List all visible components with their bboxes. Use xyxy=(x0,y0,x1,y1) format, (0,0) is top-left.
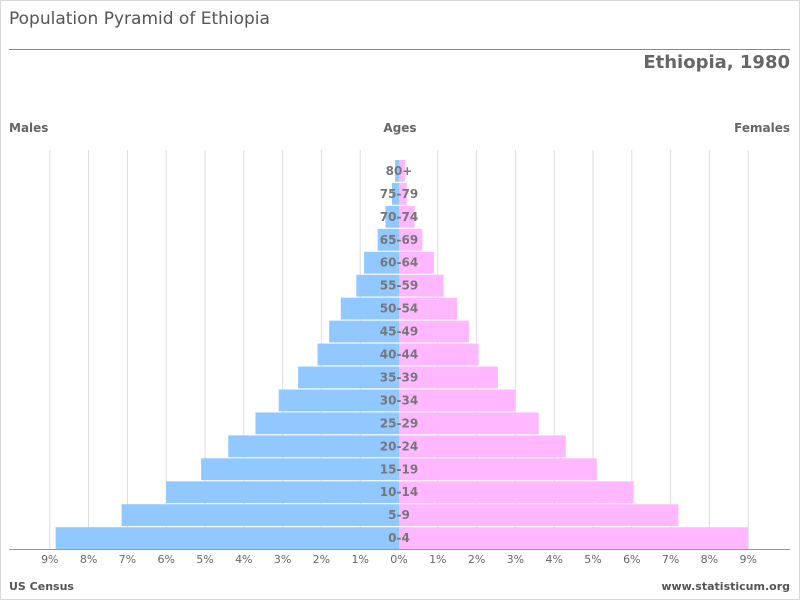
female-bar xyxy=(399,228,423,251)
x-tick-label: 3% xyxy=(507,553,524,566)
chart-subtitle: Ethiopia, 1980 xyxy=(643,52,790,73)
female-bar xyxy=(399,205,415,228)
male-bar xyxy=(317,343,399,366)
x-tick-label: 9% xyxy=(739,553,756,566)
female-bar xyxy=(399,274,444,297)
x-tick-label: 1% xyxy=(351,553,368,566)
x-tick-label: 4% xyxy=(545,553,562,566)
age-group-label: 50-54 xyxy=(380,302,418,316)
male-bar xyxy=(340,297,399,320)
age-group-label: 15-19 xyxy=(380,462,418,476)
site-credit: www.statisticum.org xyxy=(661,580,790,593)
source-credit: US Census xyxy=(9,580,74,593)
x-tick-label: 5% xyxy=(196,553,213,566)
male-bar xyxy=(377,228,399,251)
male-bar xyxy=(228,435,399,458)
male-bar xyxy=(121,504,399,527)
females-label: Females xyxy=(734,121,790,135)
male-bar xyxy=(55,527,400,549)
female-bar xyxy=(399,366,498,389)
female-bar xyxy=(399,182,407,205)
age-group-label: 75-79 xyxy=(380,187,418,201)
age-group-label: 5-9 xyxy=(388,508,410,522)
title-divider xyxy=(9,49,790,50)
age-group-label: 40-44 xyxy=(380,348,418,362)
age-group-label: 55-59 xyxy=(380,279,418,293)
female-bar xyxy=(399,458,597,481)
female-bar xyxy=(399,504,679,527)
x-tick-label: 4% xyxy=(235,553,252,566)
x-tick-label: 5% xyxy=(584,553,601,566)
x-tick-label: 9% xyxy=(41,553,58,566)
male-bar xyxy=(385,205,399,228)
male-bar xyxy=(166,481,399,504)
x-tick-label: 7% xyxy=(662,553,679,566)
age-group-label: 10-14 xyxy=(380,485,418,499)
female-bar xyxy=(399,320,469,343)
age-group-label: 70-74 xyxy=(380,210,418,224)
male-bar xyxy=(329,320,399,343)
x-tick-label: 8% xyxy=(80,553,97,566)
female-bar xyxy=(399,527,749,549)
x-tick-label: 7% xyxy=(119,553,136,566)
x-tick-label: 6% xyxy=(623,553,640,566)
male-bar xyxy=(298,366,399,389)
age-group-label: 60-64 xyxy=(380,256,418,270)
female-bar xyxy=(399,160,405,182)
age-group-label: 80+ xyxy=(386,164,413,178)
male-bar xyxy=(395,160,399,182)
male-bar xyxy=(364,251,399,274)
x-tick-label: 6% xyxy=(157,553,174,566)
male-bar xyxy=(278,389,399,412)
age-group-label: 30-34 xyxy=(380,393,418,407)
x-tick-label: 8% xyxy=(701,553,718,566)
x-tick-label: 3% xyxy=(274,553,291,566)
female-bar xyxy=(399,435,566,458)
female-bar xyxy=(399,389,516,412)
age-group-label: 0-4 xyxy=(388,531,410,545)
age-group-label: 45-49 xyxy=(380,325,418,339)
ages-label: Ages xyxy=(383,121,417,135)
x-tick-label: 1% xyxy=(429,553,446,566)
age-group-label: 65-69 xyxy=(380,233,418,247)
age-group-label: 25-29 xyxy=(380,416,418,430)
male-bar xyxy=(392,182,399,205)
x-tick-label: 2% xyxy=(313,553,330,566)
female-bar xyxy=(399,481,634,504)
female-bar xyxy=(399,251,434,274)
age-group-label: 35-39 xyxy=(380,370,418,384)
male-bar xyxy=(356,274,399,297)
male-bar xyxy=(255,412,399,435)
female-bar xyxy=(399,343,479,366)
female-bar xyxy=(399,297,458,320)
x-tick-label: 0% xyxy=(390,553,407,566)
males-label: Males xyxy=(9,121,49,135)
female-bar xyxy=(399,412,539,435)
age-group-label: 20-24 xyxy=(380,439,418,453)
x-tick-label: 2% xyxy=(468,553,485,566)
page-title: Population Pyramid of Ethiopia xyxy=(9,9,270,29)
male-bar xyxy=(201,458,399,481)
